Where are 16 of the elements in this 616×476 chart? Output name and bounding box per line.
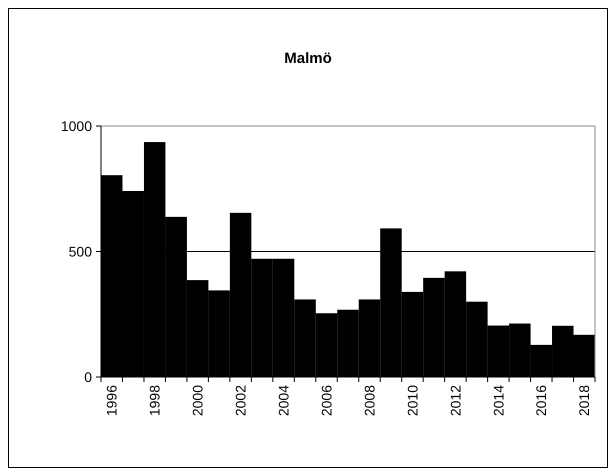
x-tick-label: 1996 (104, 384, 120, 416)
x-tick-label: 2016 (533, 384, 550, 416)
y-tick-label: 0 (84, 368, 92, 385)
x-tick-label: 1998 (146, 384, 163, 416)
chart-title: Malmö (284, 50, 332, 67)
x-tick-label: 2014 (490, 384, 506, 416)
y-tick-label: 500 (68, 243, 92, 260)
x-tick-label: 2010 (404, 384, 420, 416)
x-tick-label: 2006 (318, 384, 334, 416)
x-tick-label: 2008 (361, 384, 378, 416)
x-tick-label: 2000 (190, 384, 206, 416)
x-tick-label: 2018 (576, 384, 592, 416)
x-tick-label: 2004 (275, 384, 292, 416)
y-tick-label: 1000 (60, 118, 92, 134)
x-tick-label: 2012 (447, 384, 464, 416)
x-tick-label: 2002 (232, 384, 249, 416)
